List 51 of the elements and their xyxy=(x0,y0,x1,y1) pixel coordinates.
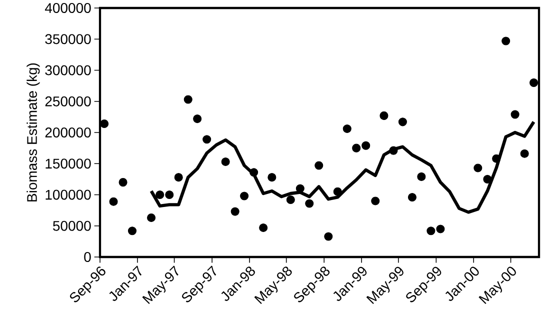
point xyxy=(483,174,492,184)
point xyxy=(342,124,352,134)
point xyxy=(202,135,212,144)
point xyxy=(184,95,192,104)
y-tick-label: 350000 xyxy=(45,34,91,44)
point xyxy=(165,190,174,200)
point xyxy=(408,192,416,202)
point xyxy=(305,199,314,208)
point xyxy=(510,110,520,119)
point xyxy=(128,226,137,236)
point xyxy=(417,172,426,181)
y-tick-label: 250000 xyxy=(45,96,91,106)
point xyxy=(147,214,156,222)
point xyxy=(371,196,380,206)
point xyxy=(389,146,398,155)
point xyxy=(240,192,249,200)
y-tick-label: 100000 xyxy=(46,190,91,200)
line-series xyxy=(150,120,536,214)
point xyxy=(296,184,304,193)
y-tick-label: 200000 xyxy=(45,128,91,138)
y-tick-label: 0 xyxy=(84,252,91,262)
point xyxy=(362,141,370,150)
point xyxy=(156,190,164,200)
point xyxy=(109,197,118,206)
point xyxy=(474,164,482,172)
point xyxy=(221,157,230,166)
point xyxy=(230,207,240,216)
point xyxy=(492,154,501,163)
point xyxy=(426,226,436,236)
point xyxy=(118,178,128,187)
point xyxy=(380,111,388,120)
point xyxy=(436,224,445,234)
y-tick-label: 300000 xyxy=(45,65,91,76)
point xyxy=(324,232,333,241)
point xyxy=(193,114,202,124)
point xyxy=(259,223,268,232)
y-tick-label: 150000 xyxy=(46,158,91,169)
y-axis-title: Biomass Estimate (kg) xyxy=(26,63,40,202)
point xyxy=(398,118,407,126)
point xyxy=(286,195,295,204)
point xyxy=(314,161,324,170)
point xyxy=(502,36,510,46)
point xyxy=(352,144,361,152)
y-tick-label: 400000 xyxy=(44,3,91,13)
point xyxy=(520,149,529,158)
point xyxy=(100,120,109,128)
point xyxy=(268,173,276,182)
point xyxy=(174,173,183,182)
point xyxy=(250,168,258,177)
point xyxy=(333,187,342,196)
y-tick-label: 50000 xyxy=(53,220,91,231)
